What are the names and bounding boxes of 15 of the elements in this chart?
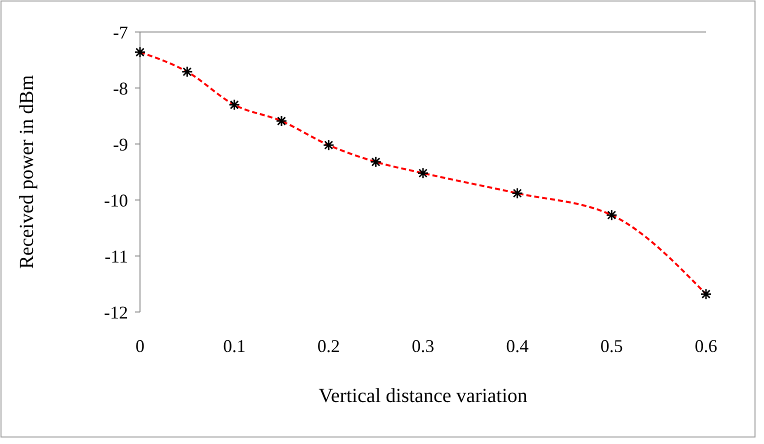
x-axis-title: Vertical distance variation xyxy=(318,385,528,407)
x-tick-label: 0.5 xyxy=(600,336,623,356)
y-axis-title: Received power in dBm xyxy=(16,74,38,269)
y-tick-label: -12 xyxy=(104,302,128,322)
y-tick-label: -7 xyxy=(113,22,128,42)
x-tick-label: 0.2 xyxy=(317,336,340,356)
y-tick-label: -9 xyxy=(113,134,128,154)
x-tick-label: 0.6 xyxy=(694,336,718,356)
x-tick-label: 0.3 xyxy=(412,336,434,356)
y-tick-label: -8 xyxy=(113,78,128,98)
x-tick-label: 0.1 xyxy=(223,336,246,356)
y-tick-label: -11 xyxy=(104,246,128,266)
x-tick-label: 0.4 xyxy=(506,336,529,356)
x-tick-label: 0 xyxy=(136,336,144,356)
y-tick-label: -10 xyxy=(104,190,128,210)
